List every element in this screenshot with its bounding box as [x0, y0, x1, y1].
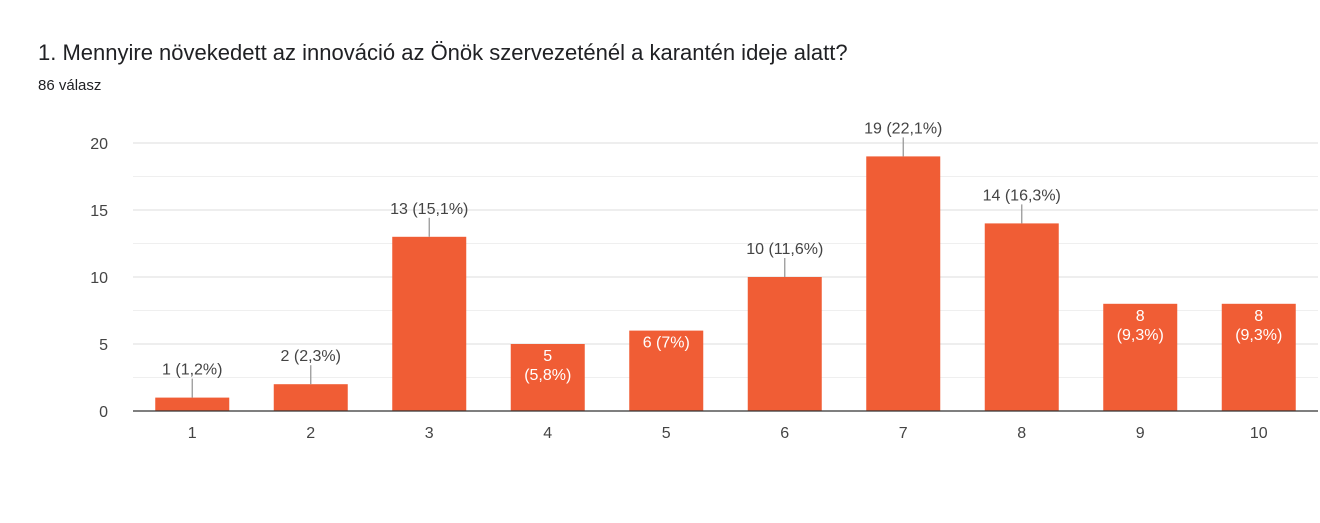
data-label: 5 — [543, 348, 552, 365]
bar — [510, 344, 585, 411]
bar — [1103, 303, 1178, 411]
bar — [273, 384, 348, 411]
y-tick-label: 15 — [90, 203, 108, 220]
data-label: 14 (16,3%) — [983, 187, 1061, 204]
data-label: 8 — [1136, 308, 1145, 325]
data-label: (9,3%) — [1235, 327, 1282, 344]
chart-title: 1. Mennyire növekedett az innováció az Ö… — [38, 40, 848, 65]
bar — [866, 156, 941, 411]
data-label: 6 (7%) — [643, 335, 690, 352]
bar — [984, 223, 1059, 411]
data-label: 2 (2,3%) — [281, 348, 341, 365]
data-label: 13 (15,1%) — [390, 201, 468, 218]
y-tick-label: 20 — [90, 136, 108, 153]
x-tick-label: 2 — [306, 425, 315, 442]
x-tick-label: 8 — [1017, 425, 1026, 442]
data-label: 8 — [1254, 308, 1263, 325]
bar — [392, 236, 467, 411]
y-tick-label: 0 — [99, 404, 108, 421]
y-tick-label: 10 — [90, 270, 108, 287]
bar — [1221, 303, 1296, 411]
bar — [155, 397, 230, 411]
x-tick-label: 1 — [188, 425, 197, 442]
bar — [747, 277, 822, 411]
y-tick-label: 5 — [99, 337, 108, 354]
x-tick-label: 5 — [662, 425, 671, 442]
x-tick-label: 10 — [1250, 425, 1268, 442]
x-tick-label: 4 — [543, 425, 552, 442]
response-count: 86 válasz — [38, 77, 102, 94]
data-label: 10 (11,6%) — [746, 241, 823, 258]
data-label: 1 (1,2%) — [162, 362, 222, 379]
x-tick-label: 3 — [425, 425, 434, 442]
data-label: (5,8%) — [524, 367, 571, 384]
data-label: (9,3%) — [1117, 327, 1164, 344]
bar — [629, 330, 704, 411]
x-tick-label: 9 — [1136, 425, 1145, 442]
data-label: 19 (22,1%) — [864, 120, 942, 137]
x-tick-label: 6 — [780, 425, 789, 442]
x-tick-label: 7 — [899, 425, 908, 442]
